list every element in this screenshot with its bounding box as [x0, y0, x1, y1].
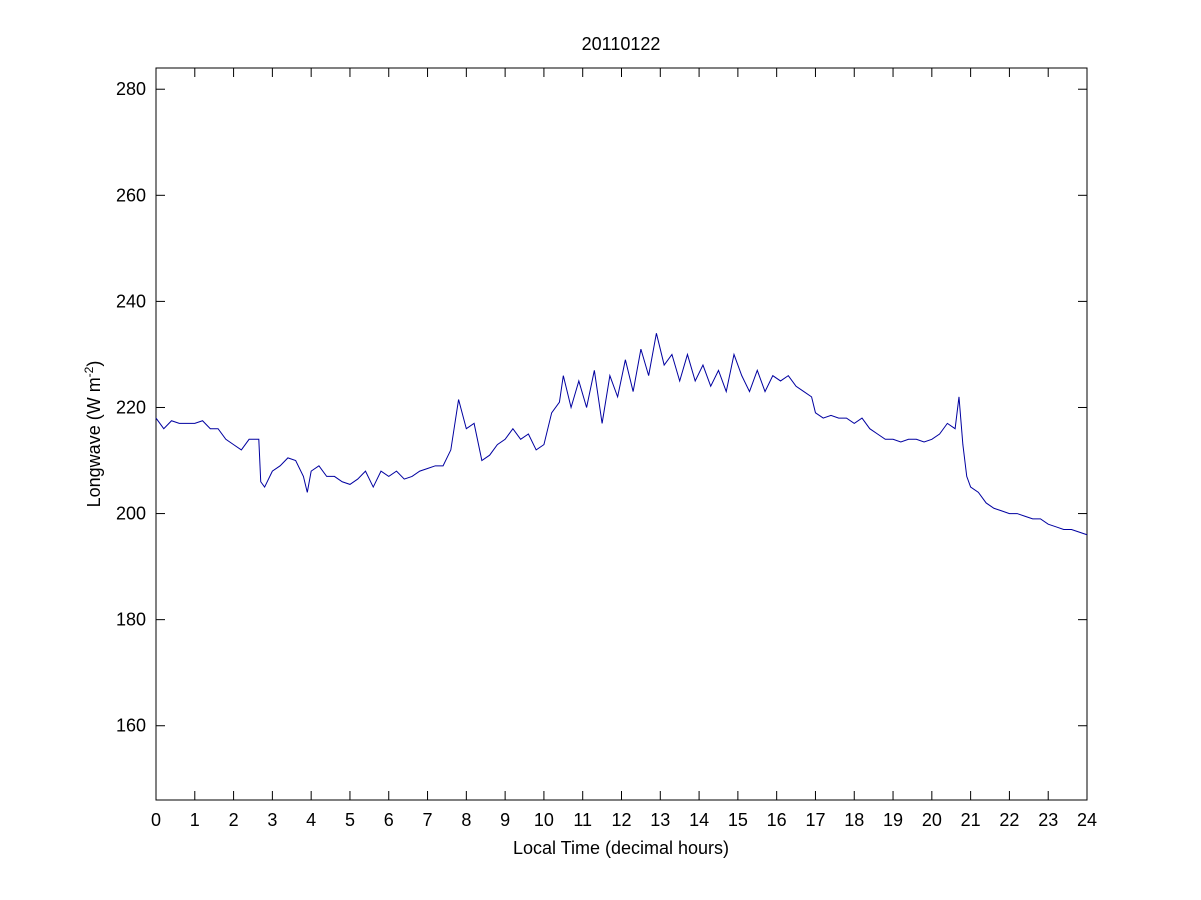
y-tick-label: 200 [116, 504, 146, 524]
x-tick-label: 1 [190, 810, 200, 830]
y-tick-label: 260 [116, 185, 146, 205]
x-tick-label: 12 [611, 810, 631, 830]
y-axis-label: Longwave (W m-2) [82, 361, 104, 508]
x-tick-label: 14 [689, 810, 709, 830]
x-tick-label: 24 [1077, 810, 1097, 830]
x-tick-label: 2 [229, 810, 239, 830]
x-tick-label: 23 [1038, 810, 1058, 830]
x-tick-label: 16 [767, 810, 787, 830]
y-label-end: ) [84, 361, 104, 367]
x-tick-label: 10 [534, 810, 554, 830]
y-tick-label: 240 [116, 291, 146, 311]
x-tick-label: 22 [999, 810, 1019, 830]
x-tick-label: 15 [728, 810, 748, 830]
x-tick-label: 6 [384, 810, 394, 830]
x-tick-label: 18 [844, 810, 864, 830]
x-tick-label: 8 [461, 810, 471, 830]
x-tick-label: 3 [267, 810, 277, 830]
y-tick-label: 280 [116, 79, 146, 99]
x-tick-label: 7 [423, 810, 433, 830]
data-line [155, 333, 1088, 536]
x-tick-label: 9 [500, 810, 510, 830]
x-tick-label: 21 [961, 810, 981, 830]
x-axis-label: Local Time (decimal hours) [513, 838, 729, 858]
x-tick-label: 17 [805, 810, 825, 830]
x-tick-label: 0 [151, 810, 161, 830]
y-label-sup: -2 [82, 366, 96, 377]
x-tick-label: 20 [922, 810, 942, 830]
x-tick-label: 13 [650, 810, 670, 830]
chart-title: 20110122 [582, 34, 661, 54]
y-label-text: Longwave (W m [84, 377, 104, 507]
x-tick-label: 4 [306, 810, 316, 830]
y-tick-label: 160 [116, 716, 146, 736]
x-tick-label: 11 [573, 810, 592, 830]
x-tick-label: 19 [883, 810, 903, 830]
y-tick-label: 180 [116, 610, 146, 630]
y-tick-label: 220 [116, 397, 146, 417]
x-tick-label: 5 [345, 810, 355, 830]
